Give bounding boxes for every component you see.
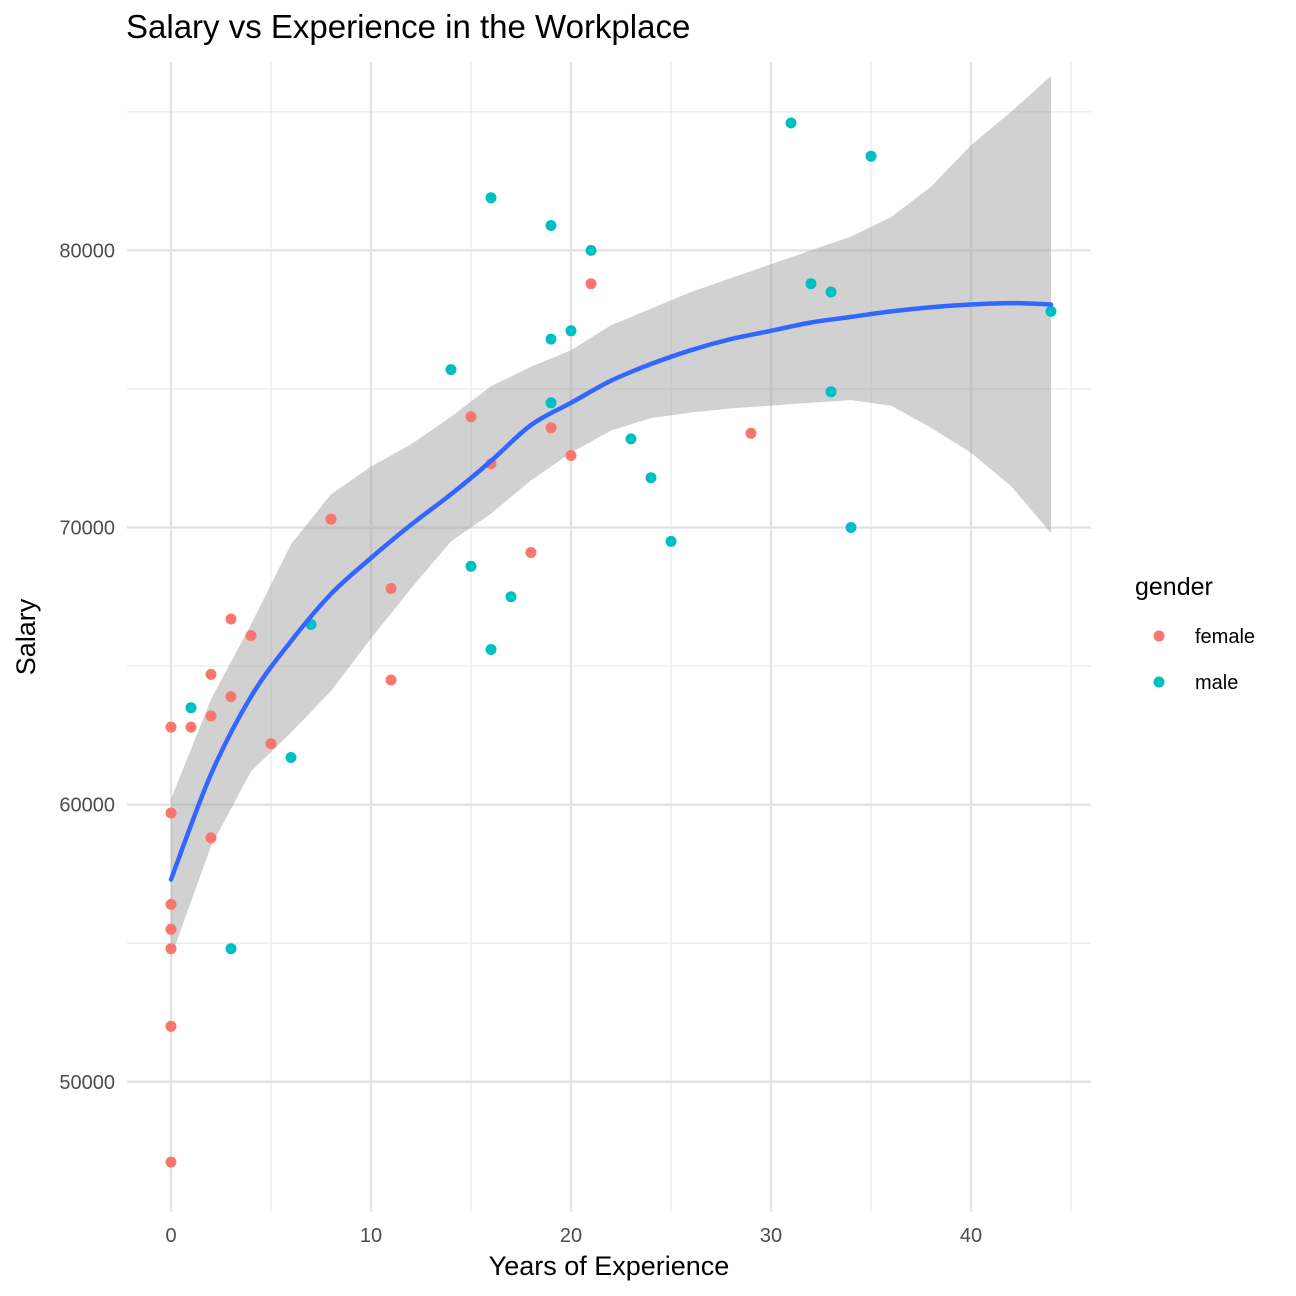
data-point-female [165, 807, 177, 819]
data-points-layer [165, 117, 1057, 1168]
minor-gridlines [127, 62, 1091, 1212]
data-point-female [225, 613, 237, 625]
confidence-ribbon [171, 75, 1051, 958]
data-point-male [865, 150, 877, 162]
data-point-male [465, 560, 477, 572]
data-point-female [565, 450, 577, 461]
data-point-female [205, 710, 217, 722]
data-point-female [185, 721, 197, 733]
data-point-male [505, 591, 517, 603]
x-tick-label: 0 [165, 1225, 176, 1247]
data-point-male [545, 333, 557, 345]
data-point-male [545, 397, 557, 409]
legend-key-male [1153, 676, 1165, 688]
y-axis-ticks: 50000 60000 70000 80000 [59, 240, 115, 1093]
data-point-female [165, 1156, 177, 1168]
data-point-female [205, 668, 217, 680]
x-tick-label: 40 [960, 1225, 982, 1247]
data-point-female [225, 691, 237, 703]
data-point-male [485, 644, 497, 655]
data-point-female [525, 547, 537, 558]
legend-title: gender [1135, 573, 1213, 601]
confidence-ribbon-layer [171, 75, 1051, 958]
data-point-male [485, 192, 497, 204]
x-tick-label: 30 [760, 1225, 782, 1247]
data-point-male [825, 386, 837, 398]
data-point-male [545, 220, 557, 231]
data-point-female [165, 943, 177, 955]
data-point-female [385, 674, 397, 686]
x-axis-ticks: 0 10 20 30 40 [165, 1225, 982, 1247]
data-point-male [445, 364, 457, 376]
data-point-female [245, 630, 257, 642]
major-gridlines [127, 62, 1091, 1212]
legend-entries: female male [1153, 626, 1255, 694]
data-point-female [385, 583, 397, 594]
data-point-male [565, 325, 577, 337]
x-axis-title: Years of Experience [489, 1251, 730, 1281]
data-point-female [465, 411, 477, 423]
y-tick-label: 80000 [59, 240, 115, 262]
data-point-male [785, 117, 797, 129]
y-tick-label: 50000 [59, 1072, 115, 1094]
legend-key-female [1153, 630, 1165, 642]
legend-label-male: male [1195, 672, 1238, 694]
data-point-male [665, 535, 677, 547]
data-point-female [165, 898, 177, 910]
data-point-male [285, 752, 297, 763]
data-point-female [585, 278, 597, 290]
data-point-female [265, 738, 277, 750]
smooth-line-layer [168, 300, 1054, 882]
legend-label-female: female [1195, 626, 1255, 648]
legend: gender female male [1135, 573, 1255, 694]
x-tick-label: 20 [560, 1225, 582, 1247]
chart-title: Salary vs Experience in the Workplace [126, 8, 691, 45]
x-tick-label: 10 [360, 1225, 382, 1247]
data-point-male [625, 433, 637, 445]
data-point-male [225, 943, 237, 955]
smooth-trend-line [168, 300, 1054, 882]
data-point-female [165, 721, 177, 733]
data-point-female [205, 832, 217, 844]
data-point-male [845, 522, 857, 533]
data-point-male [1045, 305, 1057, 317]
data-point-male [825, 286, 837, 298]
data-point-female [545, 422, 557, 434]
data-point-female [165, 1020, 177, 1032]
data-point-female [325, 513, 337, 525]
y-axis-title: Salary [11, 598, 41, 675]
data-point-male [645, 472, 657, 484]
y-tick-label: 60000 [59, 795, 115, 817]
data-point-female [165, 923, 177, 935]
data-point-male [585, 244, 597, 256]
data-point-male [185, 702, 197, 714]
y-tick-label: 70000 [59, 518, 115, 540]
data-point-male [805, 278, 817, 290]
data-point-female [745, 427, 757, 439]
